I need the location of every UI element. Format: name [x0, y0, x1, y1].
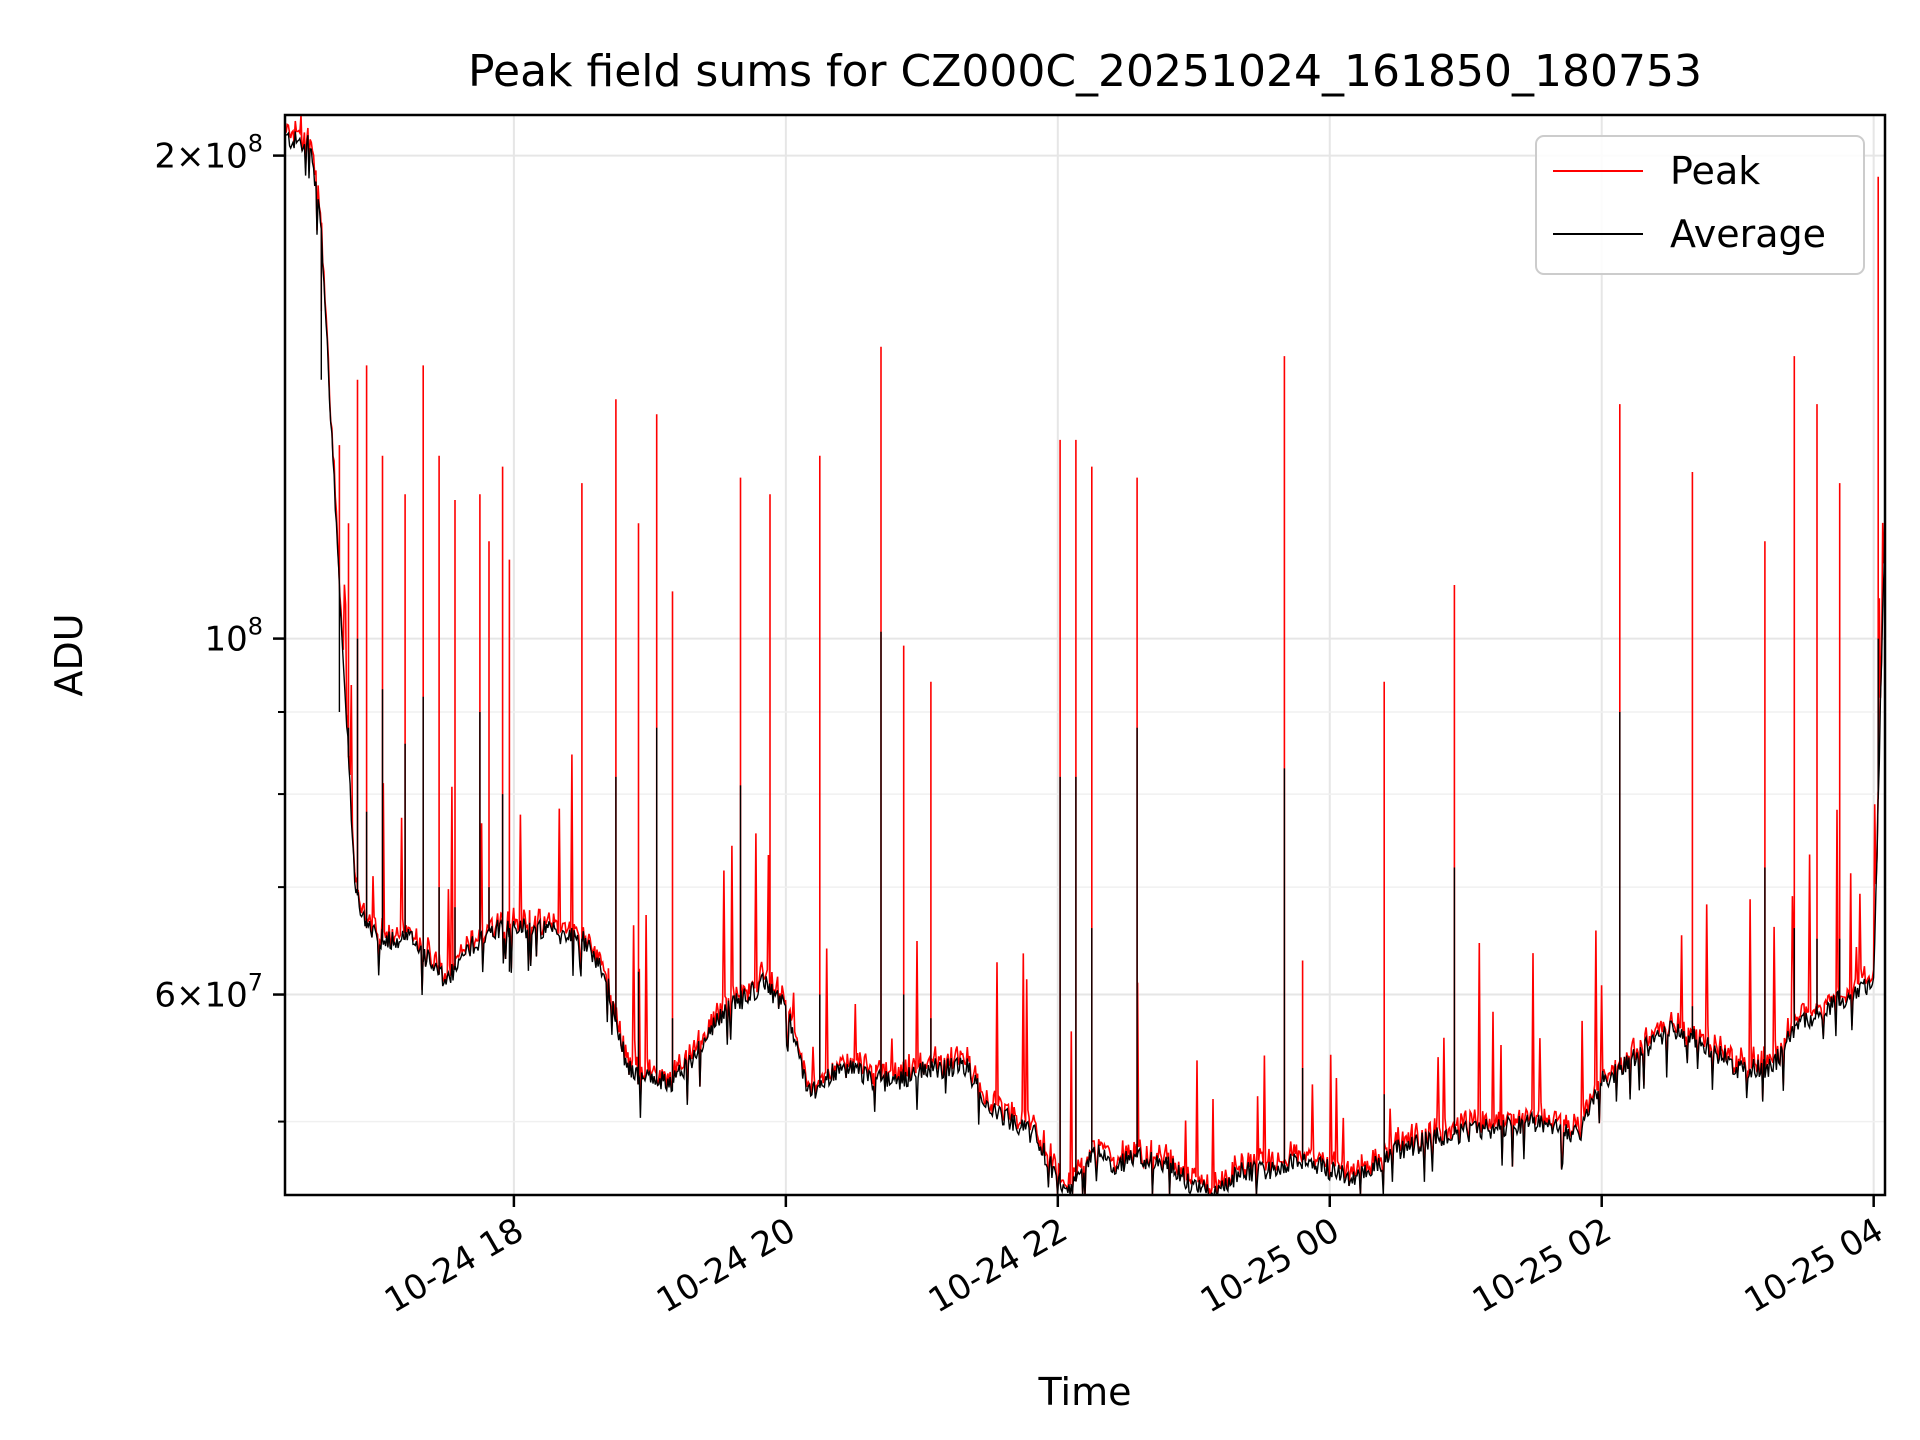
y-axis-label: ADU	[47, 613, 91, 696]
series-average-line	[284, 131, 1886, 1196]
y-axis: 2×108 108 6×107	[154, 130, 285, 1123]
legend-peak-label: Peak	[1670, 149, 1760, 193]
legend: Peak Average	[1535, 135, 1865, 275]
x-axis-label: Time	[1038, 1370, 1132, 1414]
plot-frame	[283, 113, 1887, 1197]
series-lines	[284, 114, 1886, 1196]
plot-background	[285, 115, 1885, 1195]
chart-title: Peak field sums for CZ000C_20251024_1618…	[468, 46, 1702, 97]
legend-average-label: Average	[1670, 212, 1826, 256]
y-tick-label: 108	[204, 613, 263, 660]
y-tick-label: 2×108	[154, 130, 263, 177]
y-tick-label: 6×107	[154, 969, 263, 1016]
plot-area	[283, 113, 1887, 1197]
